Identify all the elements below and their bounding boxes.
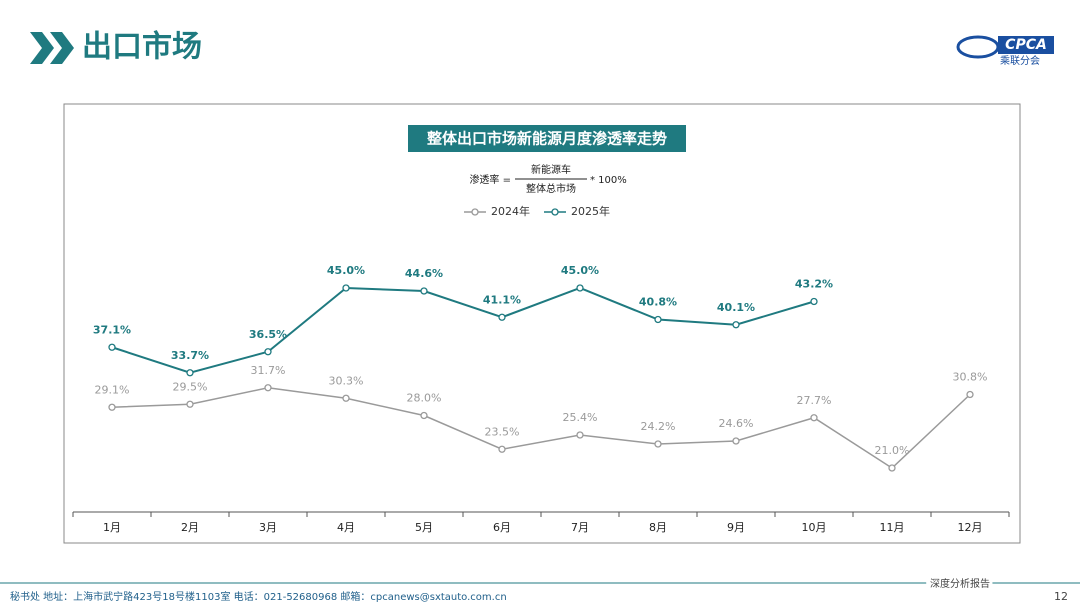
- point: [420, 287, 428, 295]
- formula-right: * 100%: [590, 175, 627, 186]
- x-tick-label: 4月: [337, 521, 355, 534]
- legend-marker: [551, 208, 559, 216]
- x-tick-label: 7月: [571, 521, 589, 534]
- legend-label: 2025年: [571, 204, 610, 218]
- data-label: 25.4%: [563, 411, 598, 424]
- data-label: 29.5%: [173, 380, 208, 393]
- data-label: 27.7%: [797, 394, 832, 407]
- logo-subtitle: 乘联分会: [1000, 54, 1040, 67]
- chevron: [30, 32, 54, 64]
- data-label: 21.0%: [875, 444, 910, 457]
- formula-left: 渗透率 =: [469, 173, 511, 186]
- data-label: 24.2%: [641, 420, 676, 433]
- data-label: 23.5%: [485, 425, 520, 438]
- formula-denominator: 整体总市场: [526, 182, 576, 195]
- point: [966, 390, 974, 399]
- point: [654, 440, 662, 448]
- data-label: 45.0%: [327, 264, 365, 277]
- legend-marker: [471, 208, 479, 216]
- x-tick-label: 2月: [181, 521, 199, 534]
- point: [498, 313, 506, 321]
- data-label: 41.1%: [483, 293, 521, 306]
- point: [264, 348, 272, 356]
- point: [888, 464, 896, 472]
- point: [420, 411, 428, 420]
- chart-frame: [63, 103, 1021, 544]
- point: [732, 321, 740, 329]
- point: [810, 297, 818, 306]
- chart-title: 整体出口市场新能源月度渗透率走势: [427, 130, 667, 148]
- formula-numerator: 新能源车: [531, 163, 571, 176]
- data-label: 43.2%: [795, 278, 833, 291]
- footer-address: 秘书处 地址：上海市武宁路423号18号楼1103室 电话：021-526809…: [10, 590, 507, 603]
- title-box: [408, 125, 686, 152]
- chevron: [50, 32, 74, 64]
- point: [342, 284, 350, 292]
- data-label: 40.8%: [639, 296, 677, 309]
- x-tick-label: 11月: [880, 521, 905, 534]
- point: [498, 445, 506, 453]
- point: [654, 315, 662, 324]
- x-tick-label: 5月: [415, 521, 433, 534]
- x-tick-label: 9月: [727, 521, 745, 534]
- series-line: [111, 286, 815, 374]
- legend-label: 2024年: [491, 204, 530, 218]
- point: [108, 343, 116, 351]
- page-title: 出口市场: [82, 30, 202, 65]
- page-number: 12: [1054, 590, 1068, 603]
- data-label: 33.7%: [171, 349, 209, 362]
- point: [186, 369, 194, 377]
- footer-report: 深度分析报告: [930, 577, 990, 590]
- point: [108, 403, 116, 411]
- data-label: 36.5%: [249, 328, 287, 341]
- logo-text: CPCA: [1005, 37, 1047, 53]
- x-tick-label: 3月: [259, 521, 277, 534]
- point: [732, 437, 740, 445]
- point: [264, 384, 272, 392]
- x-tick-label: 1月: [103, 521, 121, 534]
- data-label: 30.3%: [329, 374, 364, 387]
- data-label: 24.6%: [719, 417, 754, 430]
- point: [576, 284, 584, 292]
- point: [186, 400, 194, 408]
- point: [342, 394, 350, 402]
- data-label: 28.0%: [407, 392, 442, 405]
- data-label: 30.8%: [953, 371, 988, 384]
- data-label: 40.1%: [717, 301, 755, 314]
- x-tick-label: 12月: [958, 521, 983, 534]
- point: [576, 431, 584, 439]
- point: [810, 414, 818, 422]
- data-label: 45.0%: [561, 264, 599, 277]
- x-tick-label: 8月: [649, 521, 667, 534]
- data-label: 29.1%: [95, 383, 130, 396]
- x-tick-label: 6月: [493, 521, 511, 534]
- data-label: 44.6%: [405, 267, 443, 280]
- data-label: 31.7%: [251, 364, 286, 377]
- series-line: [111, 386, 971, 469]
- data-label: 37.1%: [93, 323, 131, 336]
- logo-box: [998, 36, 1054, 54]
- x-tick-label: 10月: [802, 521, 827, 534]
